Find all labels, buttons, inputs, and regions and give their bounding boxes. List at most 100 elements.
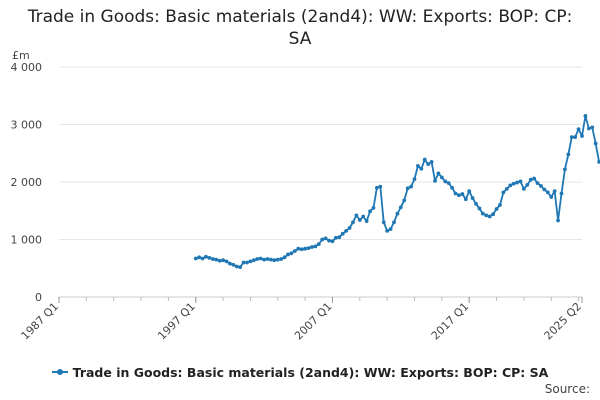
data-point[interactable] [238, 265, 243, 269]
data-point[interactable] [467, 189, 472, 194]
data-point[interactable] [395, 211, 400, 216]
data-point[interactable] [426, 162, 431, 167]
data-point[interactable] [296, 246, 301, 251]
data-point[interactable] [231, 262, 236, 267]
data-point[interactable] [460, 192, 465, 196]
data-point[interactable] [224, 259, 229, 264]
data-point[interactable] [255, 257, 260, 261]
data-point[interactable] [392, 220, 396, 225]
data-point[interactable] [361, 214, 366, 219]
data-point[interactable] [491, 212, 496, 217]
data-point[interactable] [245, 260, 249, 265]
data-point[interactable] [385, 228, 390, 233]
data-point[interactable] [279, 257, 284, 261]
data-point[interactable] [508, 183, 513, 188]
data-point[interactable] [204, 254, 208, 259]
data-point[interactable] [450, 185, 454, 190]
data-point[interactable] [593, 141, 598, 146]
data-point[interactable] [457, 193, 461, 198]
data-point[interactable] [200, 256, 205, 261]
data-point[interactable] [241, 260, 246, 265]
data-point[interactable] [214, 257, 219, 262]
data-point[interactable] [282, 255, 287, 260]
data-point[interactable] [269, 257, 273, 262]
data-point[interactable] [313, 244, 318, 249]
data-point[interactable] [275, 257, 280, 262]
data-point[interactable] [439, 175, 444, 180]
data-point[interactable] [327, 238, 331, 243]
data-point[interactable] [228, 261, 232, 266]
data-point[interactable] [289, 251, 294, 256]
data-point[interactable] [357, 218, 362, 222]
data-point[interactable] [545, 190, 550, 195]
data-point[interactable] [453, 191, 458, 196]
data-point[interactable] [597, 159, 600, 164]
data-point[interactable] [210, 257, 215, 261]
data-point[interactable] [542, 187, 547, 192]
data-point[interactable] [556, 218, 560, 223]
data-point[interactable] [566, 152, 571, 157]
data-point[interactable] [323, 236, 328, 241]
data-point[interactable] [344, 228, 349, 233]
data-point[interactable] [340, 231, 345, 236]
data-point[interactable] [422, 157, 427, 162]
data-point[interactable] [494, 207, 499, 211]
data-point[interactable] [258, 256, 263, 261]
data-point[interactable] [310, 245, 314, 249]
data-point[interactable] [487, 214, 492, 219]
data-point[interactable] [419, 166, 424, 171]
data-point[interactable] [518, 179, 523, 184]
data-point[interactable] [303, 246, 308, 251]
data-point[interactable] [498, 203, 502, 207]
data-point[interactable] [409, 184, 413, 189]
data-point[interactable] [292, 249, 297, 253]
data-point[interactable] [402, 198, 407, 203]
data-point[interactable] [583, 113, 588, 118]
data-point[interactable] [272, 258, 277, 263]
data-point[interactable] [484, 213, 489, 218]
data-point[interactable] [207, 256, 212, 260]
data-point[interactable] [299, 247, 304, 252]
data-point[interactable] [429, 159, 434, 164]
data-point[interactable] [286, 252, 290, 257]
data-point[interactable] [532, 176, 537, 181]
data-point[interactable] [320, 237, 325, 242]
data-point[interactable] [590, 125, 595, 130]
data-point[interactable] [563, 167, 567, 172]
data-point[interactable] [351, 220, 355, 225]
data-point[interactable] [580, 134, 584, 138]
data-point[interactable] [262, 257, 266, 262]
data-point[interactable] [337, 235, 342, 240]
data-point[interactable] [388, 227, 393, 232]
data-point[interactable] [381, 220, 386, 225]
data-point[interactable] [234, 264, 239, 269]
data-point[interactable] [221, 258, 225, 263]
data-point[interactable] [193, 256, 198, 261]
data-point[interactable] [501, 190, 506, 195]
data-point[interactable] [371, 205, 376, 210]
data-point[interactable] [559, 191, 564, 196]
data-point[interactable] [248, 259, 253, 264]
data-point[interactable] [330, 239, 335, 244]
data-point[interactable] [405, 186, 410, 191]
data-point[interactable] [375, 185, 379, 190]
data-point[interactable] [576, 127, 581, 131]
data-point[interactable] [480, 211, 485, 216]
data-point[interactable] [474, 201, 478, 206]
data-point[interactable] [217, 258, 222, 263]
data-point[interactable] [333, 235, 338, 240]
data-point[interactable] [347, 226, 352, 230]
data-point[interactable] [364, 219, 369, 224]
data-point[interactable] [573, 135, 578, 140]
data-point[interactable] [316, 242, 321, 247]
data-point[interactable] [354, 213, 359, 218]
data-point[interactable] [368, 209, 372, 214]
legend[interactable]: Trade in Goods: Basic materials (2and4):… [0, 365, 600, 380]
data-point[interactable] [552, 189, 557, 194]
data-point[interactable] [446, 181, 451, 186]
data-point[interactable] [515, 180, 519, 185]
data-point[interactable] [535, 181, 540, 186]
data-point[interactable] [525, 182, 530, 187]
data-point[interactable] [521, 187, 526, 191]
data-point[interactable] [436, 171, 441, 176]
